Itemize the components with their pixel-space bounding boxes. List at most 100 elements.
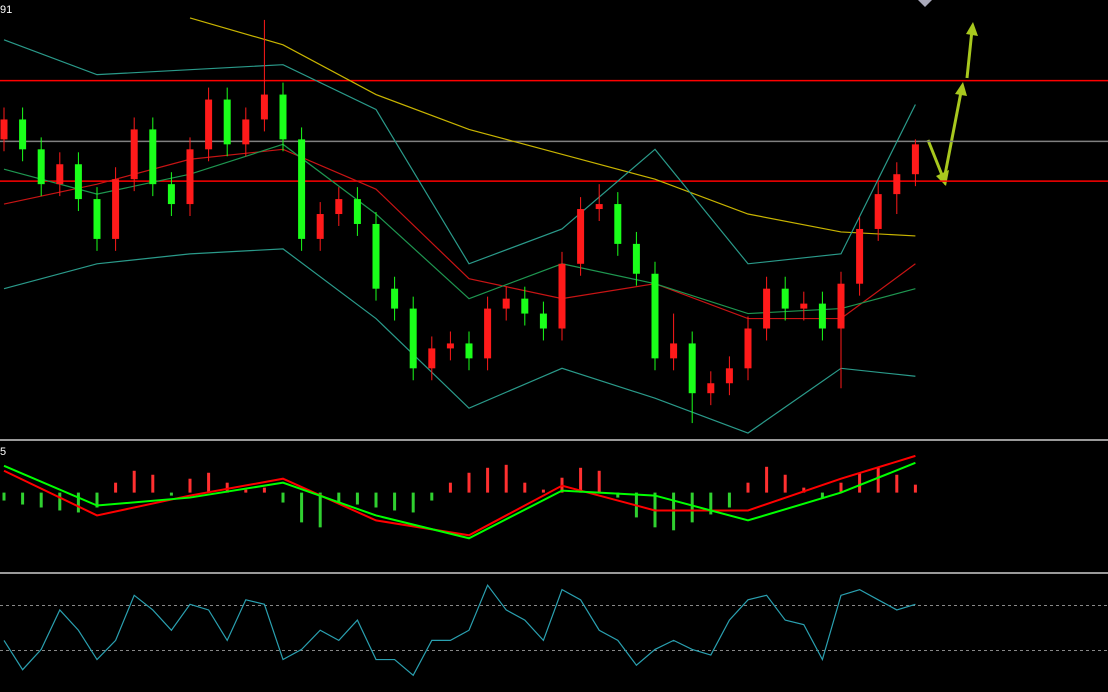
candle-body bbox=[465, 343, 473, 359]
candle-body bbox=[391, 288, 399, 309]
histogram-bar bbox=[504, 464, 508, 493]
histogram-bar bbox=[727, 492, 731, 508]
panel-label: 91 bbox=[0, 4, 12, 16]
oscillator-line bbox=[3, 583, 916, 677]
histogram-bar bbox=[579, 467, 583, 493]
histogram-bar bbox=[430, 492, 434, 501]
candle-body bbox=[56, 164, 64, 185]
macd-line bbox=[3, 454, 916, 537]
histogram-bar bbox=[690, 492, 694, 523]
candle-body bbox=[595, 204, 603, 210]
histogram-bar bbox=[820, 492, 824, 498]
candle-body bbox=[744, 328, 752, 369]
candle-body bbox=[205, 99, 213, 150]
candle-body bbox=[818, 303, 826, 329]
candle-body bbox=[353, 199, 361, 224]
candle-body bbox=[93, 199, 101, 239]
candle-body bbox=[484, 308, 492, 359]
histogram-bar bbox=[114, 482, 118, 493]
histogram-bar bbox=[225, 482, 229, 493]
histogram-bar bbox=[839, 482, 843, 493]
candle-body bbox=[130, 129, 138, 180]
histogram-bar bbox=[393, 492, 397, 511]
candle-body bbox=[614, 204, 622, 244]
candle-body bbox=[651, 273, 659, 359]
candle-body bbox=[428, 348, 436, 369]
candle-body bbox=[725, 368, 733, 384]
candle-body bbox=[558, 263, 566, 329]
candle-body bbox=[632, 243, 640, 274]
candle-body bbox=[800, 303, 808, 309]
histogram-bar bbox=[58, 492, 62, 511]
histogram-bar bbox=[337, 492, 341, 503]
candle-body bbox=[112, 179, 120, 239]
candle-body bbox=[372, 223, 380, 289]
histogram-bar bbox=[913, 484, 917, 493]
overlay-line bbox=[3, 148, 916, 320]
histogram-bar bbox=[746, 482, 750, 493]
candle-body bbox=[149, 129, 157, 185]
candle-body bbox=[37, 149, 45, 185]
histogram-bar bbox=[541, 489, 545, 493]
overlay-line bbox=[3, 39, 916, 265]
candle-body bbox=[670, 343, 678, 359]
candle-body bbox=[837, 283, 845, 329]
histogram-bar bbox=[2, 492, 6, 501]
histogram-bar bbox=[39, 492, 43, 508]
histogram-bar bbox=[597, 470, 601, 493]
histogram-bar bbox=[523, 482, 527, 493]
candle-body bbox=[0, 119, 8, 140]
histogram-bar bbox=[783, 474, 787, 493]
macd-line bbox=[3, 461, 916, 540]
histogram-bar bbox=[467, 472, 471, 493]
histogram-bar bbox=[876, 467, 880, 493]
histogram-bar bbox=[262, 487, 266, 493]
candle-body bbox=[298, 139, 306, 239]
candle-body bbox=[74, 164, 82, 200]
histogram-bar bbox=[151, 474, 155, 493]
candle-body bbox=[781, 288, 789, 309]
candle-body bbox=[911, 144, 919, 175]
candle-body bbox=[260, 94, 268, 120]
histogram-bar bbox=[411, 492, 415, 513]
overlay-line bbox=[3, 248, 916, 434]
candle-body bbox=[577, 209, 585, 264]
histogram-bar bbox=[318, 492, 322, 528]
histogram-bar bbox=[169, 492, 173, 496]
candle-body bbox=[316, 214, 324, 239]
histogram-bar bbox=[244, 489, 248, 493]
candle-body bbox=[167, 184, 175, 205]
candle-body bbox=[539, 313, 547, 329]
candle-body bbox=[893, 174, 901, 195]
candle-body bbox=[446, 343, 454, 349]
candle-body bbox=[521, 298, 529, 314]
histogram-bar bbox=[132, 470, 136, 493]
histogram-bar bbox=[709, 492, 713, 515]
histogram-bar bbox=[802, 487, 806, 493]
candle-body bbox=[335, 199, 343, 215]
histogram-bar bbox=[765, 466, 769, 493]
candle-body bbox=[409, 308, 417, 369]
candle-body bbox=[763, 288, 771, 329]
histogram-bar bbox=[95, 492, 99, 508]
histogram-bar bbox=[300, 492, 304, 523]
candle-body bbox=[707, 383, 715, 394]
histogram-bar bbox=[281, 492, 285, 503]
candle-body bbox=[19, 119, 27, 150]
candle-body bbox=[874, 194, 882, 229]
histogram-bar bbox=[207, 472, 211, 493]
histogram-bar bbox=[374, 492, 378, 508]
histogram-bar bbox=[858, 472, 862, 493]
marker bbox=[918, 0, 932, 7]
candle-body bbox=[242, 119, 250, 145]
candle-body bbox=[688, 343, 696, 394]
histogram-bar bbox=[486, 467, 490, 493]
candle-body bbox=[186, 149, 194, 205]
histogram-bar bbox=[355, 492, 359, 505]
panel-label: 5 bbox=[0, 446, 6, 458]
overlay-line bbox=[189, 17, 916, 237]
candle-body bbox=[502, 298, 510, 309]
arrow-heads bbox=[936, 22, 978, 186]
